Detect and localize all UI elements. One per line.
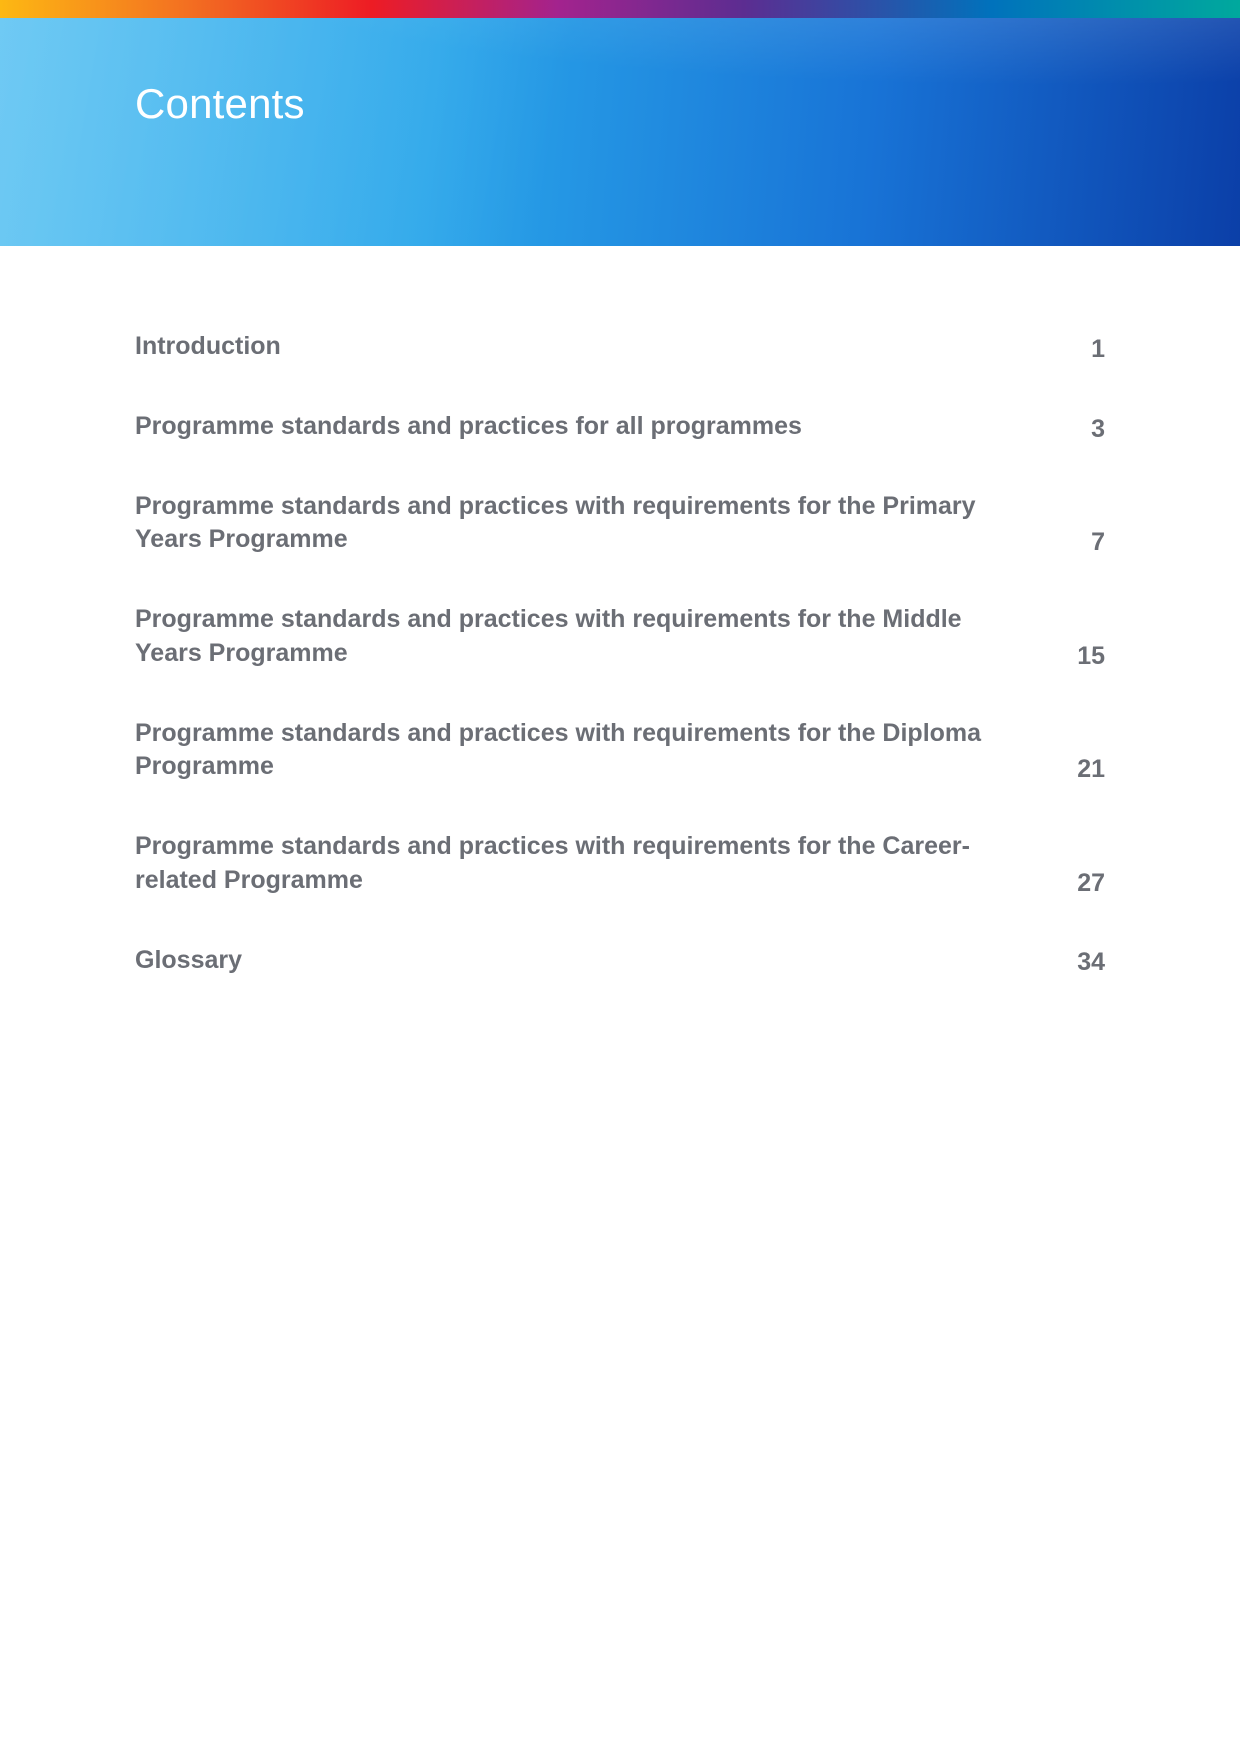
toc-entry-page: 15: [1053, 642, 1105, 671]
toc-entry-title: Programme standards and practices for al…: [135, 410, 802, 444]
toc-entry-title: Glossary: [135, 944, 242, 978]
toc-row: Programme standards and practices with r…: [135, 603, 1105, 671]
toc-entry-page: 34: [1053, 948, 1105, 977]
page: Contents Introduction 1 Programme standa…: [0, 0, 1240, 1754]
toc-entry-page: 21: [1053, 755, 1105, 784]
toc-entry-title: Programme standards and practices with r…: [135, 603, 995, 671]
top-color-strip: [0, 0, 1240, 18]
toc-row: Programme standards and practices with r…: [135, 717, 1105, 785]
toc-row: Glossary 34: [135, 944, 1105, 978]
toc: Introduction 1 Programme standards and p…: [135, 330, 1105, 1023]
toc-entry-page: 7: [1067, 528, 1105, 557]
toc-entry-page: 1: [1067, 335, 1105, 364]
toc-entry-page: 27: [1053, 869, 1105, 898]
toc-entry-title: Introduction: [135, 330, 281, 364]
toc-row: Programme standards and practices with r…: [135, 830, 1105, 898]
banner-title: Contents: [135, 80, 305, 128]
toc-row: Programme standards and practices for al…: [135, 410, 1105, 444]
toc-entry-title: Programme standards and practices with r…: [135, 717, 995, 785]
toc-row: Introduction 1: [135, 330, 1105, 364]
toc-entry-page: 3: [1067, 415, 1105, 444]
toc-entry-title: Programme standards and practices with r…: [135, 490, 995, 558]
toc-row: Programme standards and practices with r…: [135, 490, 1105, 558]
contents-banner: Contents: [0, 18, 1240, 246]
toc-entry-title: Programme standards and practices with r…: [135, 830, 995, 898]
